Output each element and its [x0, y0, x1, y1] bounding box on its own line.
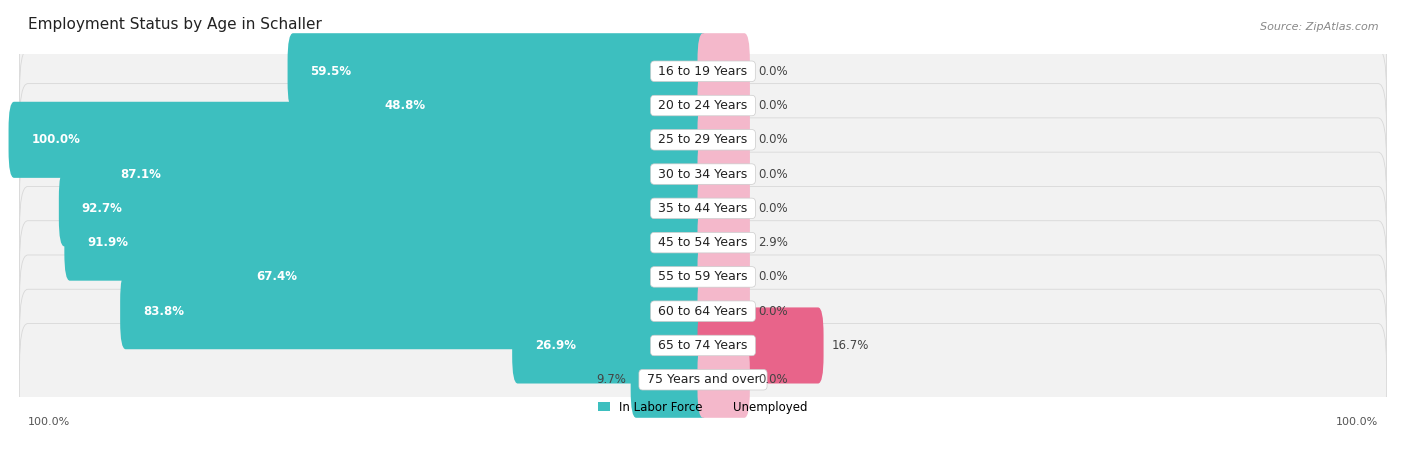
Text: 91.9%: 91.9% [87, 236, 128, 249]
FancyBboxPatch shape [697, 68, 749, 143]
Text: Employment Status by Age in Schaller: Employment Status by Age in Schaller [28, 17, 322, 32]
Text: 75 Years and over: 75 Years and over [643, 373, 763, 386]
Text: 100.0%: 100.0% [1336, 418, 1378, 428]
FancyBboxPatch shape [20, 49, 1386, 162]
Text: 26.9%: 26.9% [534, 339, 576, 352]
Text: 83.8%: 83.8% [143, 305, 184, 318]
Text: Source: ZipAtlas.com: Source: ZipAtlas.com [1260, 22, 1378, 32]
FancyBboxPatch shape [20, 289, 1386, 402]
Text: 100.0%: 100.0% [28, 418, 70, 428]
FancyBboxPatch shape [697, 102, 749, 178]
FancyBboxPatch shape [697, 273, 749, 349]
Text: 100.0%: 100.0% [31, 133, 80, 146]
Text: 9.7%: 9.7% [596, 373, 626, 386]
FancyBboxPatch shape [20, 152, 1386, 265]
FancyBboxPatch shape [697, 170, 749, 246]
FancyBboxPatch shape [512, 308, 709, 383]
Text: 87.1%: 87.1% [120, 168, 162, 180]
FancyBboxPatch shape [697, 308, 824, 383]
Text: 67.4%: 67.4% [256, 271, 297, 283]
Legend: In Labor Force, Unemployed: In Labor Force, Unemployed [593, 396, 813, 419]
Text: 60 to 64 Years: 60 to 64 Years [654, 305, 752, 318]
FancyBboxPatch shape [697, 33, 749, 109]
FancyBboxPatch shape [20, 118, 1386, 230]
FancyBboxPatch shape [233, 239, 709, 315]
Text: 65 to 74 Years: 65 to 74 Years [654, 339, 752, 352]
Text: 2.9%: 2.9% [758, 236, 787, 249]
Text: 0.0%: 0.0% [758, 133, 787, 146]
FancyBboxPatch shape [697, 342, 749, 418]
FancyBboxPatch shape [288, 33, 709, 109]
Text: 0.0%: 0.0% [758, 305, 787, 318]
Text: 48.8%: 48.8% [384, 99, 425, 112]
FancyBboxPatch shape [97, 136, 709, 212]
FancyBboxPatch shape [65, 205, 709, 281]
Text: 25 to 29 Years: 25 to 29 Years [654, 133, 752, 146]
FancyBboxPatch shape [120, 273, 709, 349]
FancyBboxPatch shape [631, 342, 709, 418]
Text: 0.0%: 0.0% [758, 65, 787, 78]
FancyBboxPatch shape [697, 239, 749, 315]
Text: 30 to 34 Years: 30 to 34 Years [654, 168, 752, 180]
FancyBboxPatch shape [20, 15, 1386, 128]
Text: 92.7%: 92.7% [82, 202, 122, 215]
FancyBboxPatch shape [20, 186, 1386, 299]
Text: 45 to 54 Years: 45 to 54 Years [654, 236, 752, 249]
Text: 59.5%: 59.5% [311, 65, 352, 78]
Text: 16.7%: 16.7% [832, 339, 869, 352]
Text: 0.0%: 0.0% [758, 373, 787, 386]
Text: 0.0%: 0.0% [758, 99, 787, 112]
FancyBboxPatch shape [8, 102, 709, 178]
FancyBboxPatch shape [697, 205, 749, 281]
FancyBboxPatch shape [361, 68, 709, 143]
Text: 0.0%: 0.0% [758, 271, 787, 283]
Text: 35 to 44 Years: 35 to 44 Years [654, 202, 752, 215]
FancyBboxPatch shape [20, 221, 1386, 333]
FancyBboxPatch shape [20, 255, 1386, 368]
FancyBboxPatch shape [59, 170, 709, 246]
Text: 55 to 59 Years: 55 to 59 Years [654, 271, 752, 283]
FancyBboxPatch shape [697, 136, 749, 212]
Text: 16 to 19 Years: 16 to 19 Years [654, 65, 752, 78]
Text: 0.0%: 0.0% [758, 202, 787, 215]
Text: 0.0%: 0.0% [758, 168, 787, 180]
FancyBboxPatch shape [20, 323, 1386, 436]
FancyBboxPatch shape [20, 83, 1386, 196]
Text: 20 to 24 Years: 20 to 24 Years [654, 99, 752, 112]
